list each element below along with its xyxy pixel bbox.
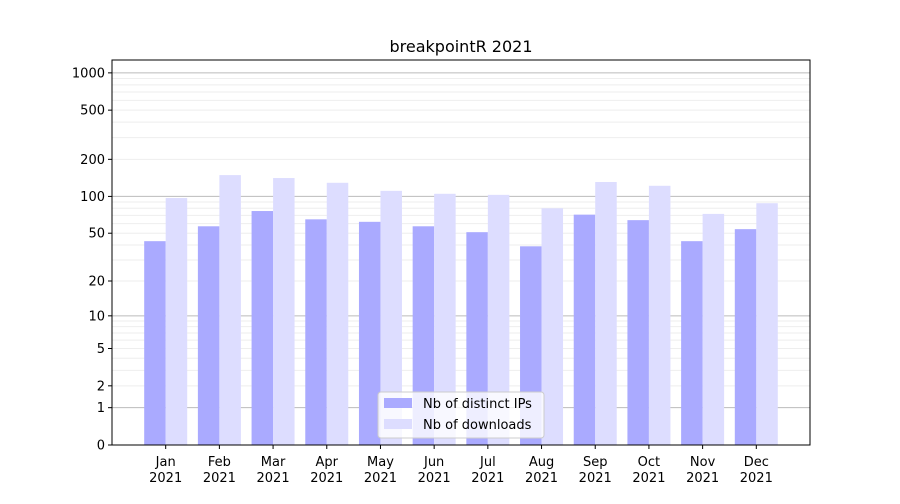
legend-label-ips: Nb of distinct IPs xyxy=(423,397,532,412)
bar-distinct-ips xyxy=(251,211,274,445)
x-tick-label: Mar 2021 xyxy=(257,455,290,486)
axes-frame xyxy=(111,59,811,446)
y-tick-label: 1000 xyxy=(72,66,105,81)
bar-downloads xyxy=(380,190,402,445)
x-tick-label: Nov 2021 xyxy=(686,455,719,486)
bar-distinct-ips xyxy=(412,226,435,445)
y-tick-label: 100 xyxy=(80,190,105,205)
y-axis: 0 1 2 5 10 20 50 100 200 500 1000 xyxy=(72,66,112,454)
bar-downloads xyxy=(541,208,564,445)
x-tick-label: Sep 2021 xyxy=(579,455,612,486)
bar-distinct-ips xyxy=(681,241,703,445)
x-tick-label: Oct 2021 xyxy=(632,455,665,486)
x-tick-label: Dec 2021 xyxy=(740,455,773,486)
bar-distinct-ips xyxy=(573,214,596,445)
bar-downloads xyxy=(165,198,188,445)
y-tick-label: 50 xyxy=(88,227,105,242)
bars xyxy=(144,175,778,446)
legend-label-downloads: Nb of downloads xyxy=(423,418,532,433)
chart-title: breakpointR 2021 xyxy=(389,37,532,56)
bar-downloads xyxy=(595,181,617,445)
y-tick-label: 5 xyxy=(97,342,105,357)
x-tick-label: Aug 2021 xyxy=(525,455,558,486)
bar-distinct-ips xyxy=(734,229,757,445)
bar-downloads xyxy=(648,185,671,446)
legend-box xyxy=(377,391,545,439)
legend-swatch-ips xyxy=(384,398,412,408)
x-tick-label: Apr 2021 xyxy=(310,455,343,486)
legend: Nb of distinct IPs Nb of downloads xyxy=(377,391,545,439)
y-tick-label: 20 xyxy=(88,275,105,290)
bar-distinct-ips xyxy=(358,221,381,445)
y-tick-label: 2 xyxy=(97,379,105,394)
x-tick-label: Jul 2021 xyxy=(471,455,504,486)
bar-distinct-ips xyxy=(197,226,220,445)
legend-swatch-downloads xyxy=(384,419,412,429)
x-tick-label: May 2021 xyxy=(364,455,397,486)
bar-distinct-ips xyxy=(305,219,327,445)
y-tick-label: 10 xyxy=(88,309,105,324)
x-tick-label: Jun 2021 xyxy=(418,455,451,486)
x-axis: Jan 2021 Feb 2021 Mar 2021 Apr 2021 May 2021 Jun 20… xyxy=(149,445,773,486)
y-tick-label: 0 xyxy=(97,439,105,454)
bar-distinct-ips xyxy=(144,241,166,445)
x-tick-label: Jan 2021 xyxy=(149,455,182,486)
y-tick-label: 500 xyxy=(80,104,105,119)
y-tick-label: 200 xyxy=(80,153,105,168)
bar-downloads xyxy=(326,182,349,445)
bar-downloads xyxy=(756,203,778,445)
bar-distinct-ips xyxy=(627,220,649,445)
bar-downloads xyxy=(273,178,295,446)
bar-downloads xyxy=(702,213,725,445)
x-tick-label: Feb 2021 xyxy=(203,455,236,486)
y-tick-label: 1 xyxy=(97,401,105,416)
bar-downloads xyxy=(219,175,241,445)
bar-downloads xyxy=(434,193,456,445)
bar-downloads xyxy=(487,194,510,445)
